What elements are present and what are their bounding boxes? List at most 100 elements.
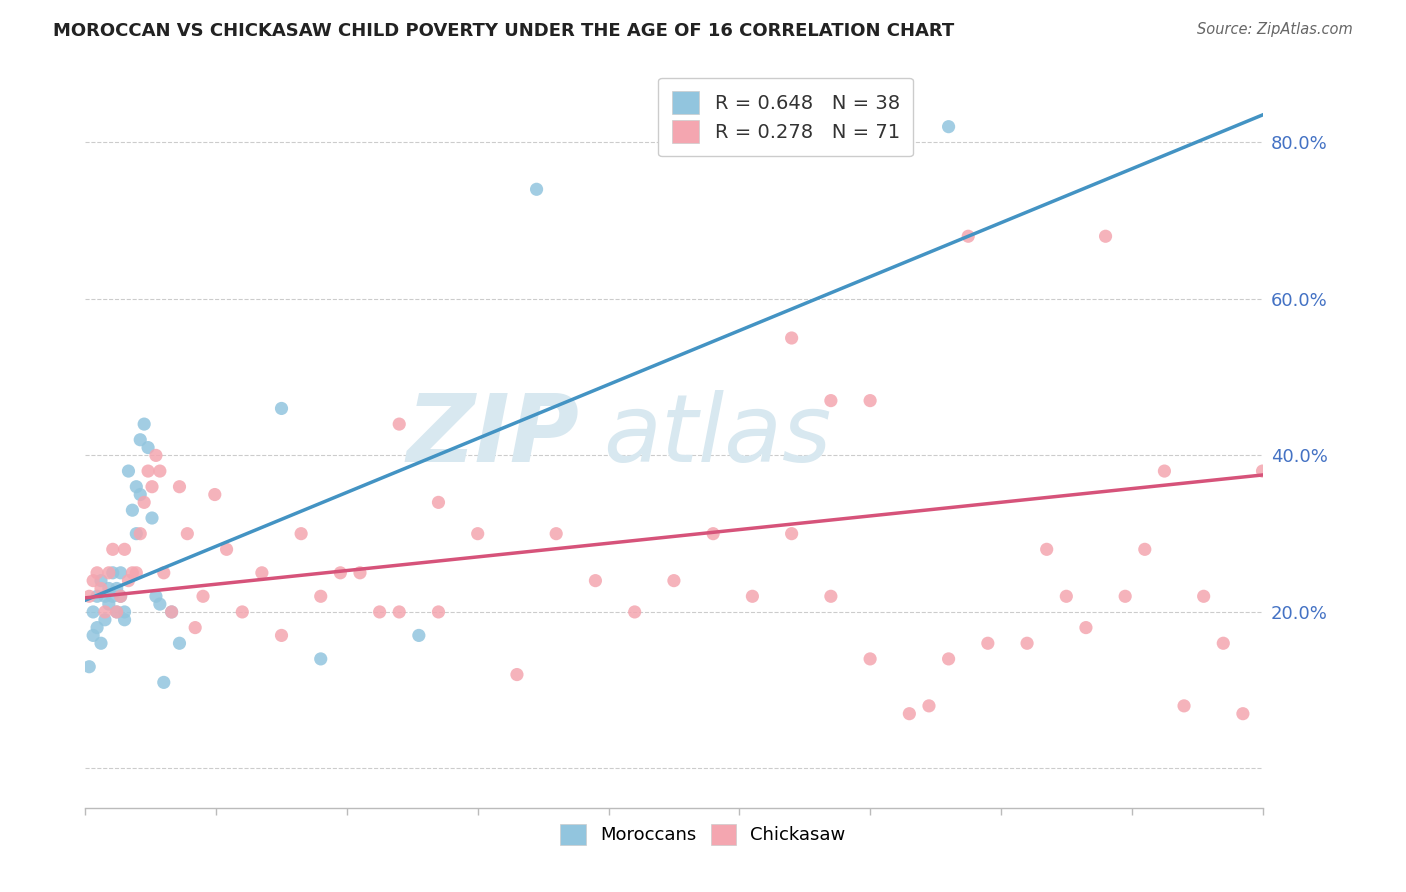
Point bbox=[145, 449, 167, 463]
Point bbox=[329, 566, 352, 580]
Point bbox=[129, 487, 152, 501]
Point bbox=[1114, 589, 1136, 603]
Legend: Moroccans, Chickasaw: Moroccans, Chickasaw bbox=[553, 816, 853, 852]
Point bbox=[1133, 542, 1156, 557]
Point bbox=[149, 597, 172, 611]
Point bbox=[741, 589, 763, 603]
Point bbox=[270, 401, 292, 416]
Point bbox=[1094, 229, 1116, 244]
Point bbox=[780, 331, 803, 345]
Point bbox=[101, 542, 124, 557]
Point bbox=[110, 589, 132, 603]
Point bbox=[141, 511, 163, 525]
Point bbox=[117, 574, 139, 588]
Point bbox=[1212, 636, 1234, 650]
Point bbox=[215, 542, 238, 557]
Point bbox=[1232, 706, 1254, 721]
Point bbox=[820, 393, 842, 408]
Point bbox=[957, 229, 980, 244]
Point bbox=[125, 526, 148, 541]
Point bbox=[97, 597, 120, 611]
Point bbox=[427, 495, 450, 509]
Point bbox=[290, 526, 312, 541]
Point bbox=[780, 526, 803, 541]
Legend: R = 0.648   N = 38, R = 0.278   N = 71: R = 0.648 N = 38, R = 0.278 N = 71 bbox=[658, 78, 914, 156]
Point bbox=[820, 589, 842, 603]
Text: atlas: atlas bbox=[603, 391, 831, 482]
Point bbox=[506, 667, 529, 681]
Point bbox=[349, 566, 371, 580]
Point bbox=[859, 393, 882, 408]
Point bbox=[526, 182, 548, 196]
Point bbox=[623, 605, 645, 619]
Point bbox=[184, 621, 207, 635]
Point bbox=[134, 417, 156, 431]
Point bbox=[1192, 589, 1215, 603]
Point bbox=[90, 582, 112, 596]
Point bbox=[702, 526, 724, 541]
Point bbox=[105, 605, 128, 619]
Point bbox=[388, 417, 411, 431]
Point bbox=[898, 706, 921, 721]
Point bbox=[97, 566, 120, 580]
Point bbox=[94, 613, 117, 627]
Point bbox=[1035, 542, 1057, 557]
Text: Source: ZipAtlas.com: Source: ZipAtlas.com bbox=[1197, 22, 1353, 37]
Text: ZIP: ZIP bbox=[406, 390, 579, 482]
Point bbox=[309, 652, 332, 666]
Point bbox=[231, 605, 253, 619]
Point bbox=[546, 526, 568, 541]
Y-axis label: Child Poverty Under the Age of 16: Child Poverty Under the Age of 16 bbox=[0, 294, 8, 577]
Point bbox=[1074, 621, 1097, 635]
Point bbox=[125, 480, 148, 494]
Point bbox=[82, 628, 104, 642]
Point bbox=[938, 652, 960, 666]
Point bbox=[82, 574, 104, 588]
Point bbox=[77, 589, 100, 603]
Point bbox=[160, 605, 183, 619]
Point bbox=[467, 526, 489, 541]
Point bbox=[169, 636, 191, 650]
Point bbox=[101, 589, 124, 603]
Point bbox=[121, 503, 143, 517]
Point bbox=[114, 605, 136, 619]
Point bbox=[125, 566, 148, 580]
Point bbox=[110, 566, 132, 580]
Point bbox=[368, 605, 391, 619]
Point bbox=[110, 589, 132, 603]
Point bbox=[90, 574, 112, 588]
Point bbox=[427, 605, 450, 619]
Point bbox=[250, 566, 273, 580]
Point bbox=[309, 589, 332, 603]
Point bbox=[149, 464, 172, 478]
Point bbox=[583, 574, 606, 588]
Point bbox=[114, 542, 136, 557]
Point bbox=[101, 566, 124, 580]
Point bbox=[105, 605, 128, 619]
Point bbox=[204, 487, 226, 501]
Point bbox=[141, 480, 163, 494]
Point bbox=[136, 441, 159, 455]
Point bbox=[90, 636, 112, 650]
Point bbox=[1173, 698, 1195, 713]
Point bbox=[97, 582, 120, 596]
Point bbox=[160, 605, 183, 619]
Point bbox=[388, 605, 411, 619]
Point bbox=[169, 480, 191, 494]
Point bbox=[859, 652, 882, 666]
Point bbox=[1054, 589, 1077, 603]
Point bbox=[938, 120, 960, 134]
Point bbox=[129, 526, 152, 541]
Point bbox=[121, 566, 143, 580]
Point bbox=[86, 566, 108, 580]
Point bbox=[191, 589, 214, 603]
Point bbox=[1015, 636, 1038, 650]
Text: MOROCCAN VS CHICKASAW CHILD POVERTY UNDER THE AGE OF 16 CORRELATION CHART: MOROCCAN VS CHICKASAW CHILD POVERTY UNDE… bbox=[53, 22, 955, 40]
Point bbox=[270, 628, 292, 642]
Point bbox=[114, 613, 136, 627]
Point bbox=[105, 582, 128, 596]
Point bbox=[94, 605, 117, 619]
Point bbox=[152, 675, 174, 690]
Point bbox=[129, 433, 152, 447]
Point bbox=[1153, 464, 1175, 478]
